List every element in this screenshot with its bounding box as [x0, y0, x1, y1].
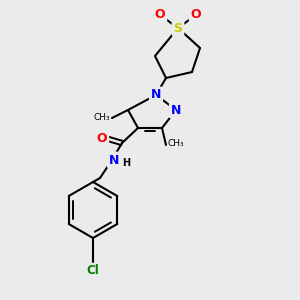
Text: N: N [171, 103, 181, 116]
Text: O: O [155, 8, 165, 22]
Text: CH₃: CH₃ [93, 112, 110, 122]
Text: N: N [151, 88, 161, 101]
Text: S: S [173, 22, 182, 34]
Text: N: N [109, 154, 119, 166]
Text: CH₃: CH₃ [168, 140, 184, 148]
Text: H: H [122, 158, 130, 168]
Text: O: O [97, 131, 107, 145]
Text: Cl: Cl [87, 265, 99, 278]
Text: O: O [191, 8, 201, 22]
